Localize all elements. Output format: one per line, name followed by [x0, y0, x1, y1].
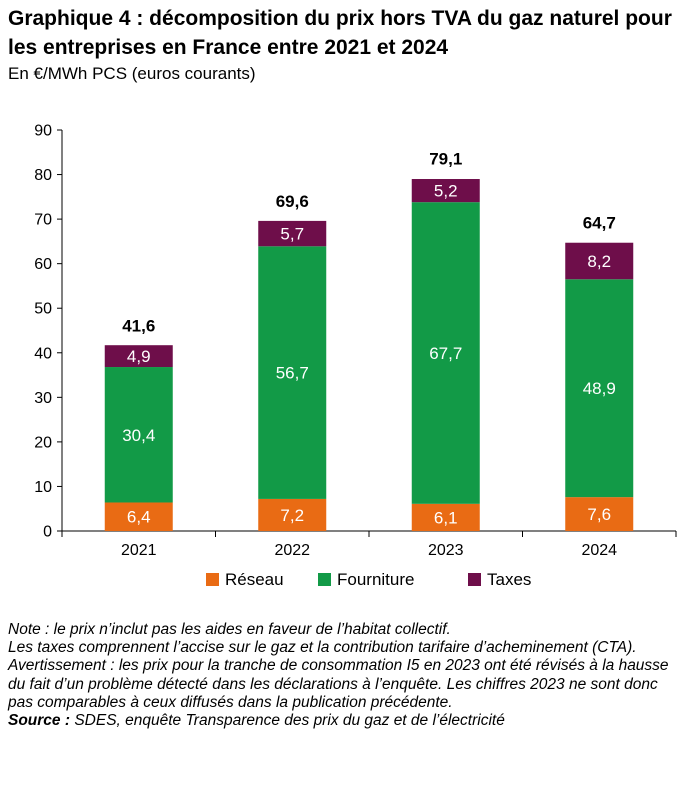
- bar-segment: [104, 367, 173, 503]
- data-label: 56,7: [276, 364, 309, 383]
- chart-notes: Note : le prix n’inclut pas les aides en…: [8, 621, 680, 730]
- y-tick-label: 70: [34, 212, 52, 229]
- data-label: 5,2: [434, 182, 458, 201]
- data-label: 48,9: [583, 379, 616, 398]
- data-label: 6,4: [127, 508, 151, 527]
- legend-label: Taxes: [487, 570, 531, 589]
- bar-segment: [258, 220, 327, 247]
- source-line: Source : SDES, enquête Transparence des …: [8, 712, 680, 730]
- y-tick-label: 20: [34, 434, 52, 451]
- bar-segment: [104, 502, 173, 531]
- data-label: 6,1: [434, 508, 458, 527]
- data-label: 67,7: [429, 344, 462, 363]
- taxes-note-text: Les taxes comprennent l’accise sur le ga…: [8, 639, 637, 657]
- bar-segment: [258, 246, 327, 499]
- data-label: 8,2: [587, 252, 611, 271]
- y-tick-label: 60: [34, 256, 52, 273]
- bar-segment: [411, 503, 480, 531]
- bar-segment: [258, 498, 327, 531]
- legend-item: Réseau: [206, 570, 284, 589]
- legend-item: Taxes: [468, 570, 531, 589]
- note-text: Note : le prix n’inclut pas les aides en…: [8, 621, 451, 638]
- legend-item: Fourniture: [318, 570, 414, 589]
- y-tick-label: 50: [34, 301, 52, 318]
- y-tick-label: 0: [43, 524, 52, 541]
- bar-segment: [565, 242, 634, 280]
- legend-swatch: [318, 573, 331, 586]
- bar-segment: [104, 345, 173, 368]
- chart-title: Graphique 4 : décomposition du prix hors…: [8, 7, 672, 59]
- bar-segment: [565, 279, 634, 498]
- source-text: SDES, enquête Transparence des prix du g…: [70, 712, 505, 730]
- total-label: 79,1: [429, 150, 462, 169]
- data-label: 7,6: [587, 505, 611, 524]
- bar-segment: [411, 179, 480, 203]
- x-tick-label: 2022: [274, 542, 310, 559]
- y-tick-label: 10: [34, 479, 52, 496]
- y-tick-label: 80: [34, 167, 52, 184]
- y-tick-label: 30: [34, 390, 52, 407]
- x-tick-label: 2023: [428, 542, 464, 559]
- stacked-bar-chart: 0 10 20 30 40 50 60 70 80 90 2021 2022 2023 2024 6,4 3…: [34, 123, 677, 589]
- warning-text: Avertissement : les prix pour la tranche…: [8, 657, 669, 711]
- data-label: 7,2: [280, 506, 304, 525]
- legend-label: Réseau: [225, 570, 284, 589]
- bar-segment: [411, 202, 480, 504]
- x-tick-label: 2024: [581, 542, 617, 559]
- y-tick-label: 90: [34, 123, 52, 140]
- legend-swatch: [206, 573, 219, 586]
- data-label: 30,4: [122, 426, 155, 445]
- total-label: 69,6: [276, 192, 309, 211]
- x-tick-label: 2021: [121, 542, 157, 559]
- data-label: 4,9: [127, 347, 151, 366]
- bar-segment: [565, 497, 634, 531]
- data-label: 5,7: [280, 225, 304, 244]
- legend-label: Fourniture: [337, 570, 414, 589]
- y-tick-label: 40: [34, 345, 52, 362]
- total-label: 41,6: [122, 317, 155, 336]
- chart-subtitle: En €/MWh PCS (euros courants): [8, 64, 256, 83]
- source-label: Source :: [8, 712, 71, 730]
- total-label: 64,7: [583, 214, 616, 233]
- legend-swatch: [468, 573, 481, 586]
